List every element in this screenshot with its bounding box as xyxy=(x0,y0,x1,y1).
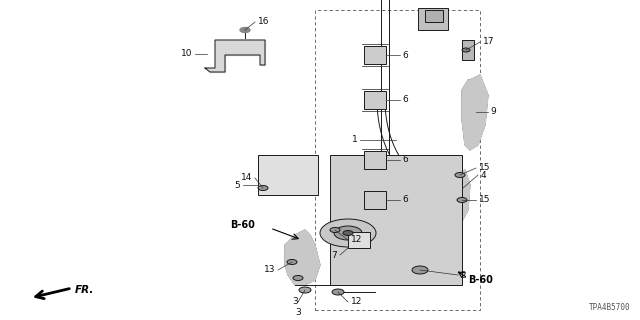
Bar xyxy=(364,191,386,209)
Circle shape xyxy=(293,276,303,281)
Bar xyxy=(348,232,370,248)
Circle shape xyxy=(462,48,470,52)
Text: 14: 14 xyxy=(241,173,252,182)
Circle shape xyxy=(334,226,362,240)
Text: 17: 17 xyxy=(483,37,494,46)
Bar xyxy=(364,46,386,64)
Text: B-60: B-60 xyxy=(230,220,255,230)
Circle shape xyxy=(299,287,311,293)
Polygon shape xyxy=(205,40,265,72)
Polygon shape xyxy=(285,230,320,285)
Bar xyxy=(425,10,443,22)
Text: TPA4B5700: TPA4B5700 xyxy=(589,303,630,312)
Text: 13: 13 xyxy=(264,266,275,275)
Bar xyxy=(315,10,480,310)
Text: 1: 1 xyxy=(352,135,357,145)
Bar xyxy=(364,91,386,109)
Text: 6: 6 xyxy=(403,51,408,60)
Circle shape xyxy=(330,228,340,233)
Text: FR.: FR. xyxy=(75,285,94,295)
Text: 15: 15 xyxy=(479,196,490,204)
Text: 3: 3 xyxy=(292,298,298,307)
Text: 16: 16 xyxy=(257,18,269,27)
Text: 5: 5 xyxy=(235,180,241,189)
Text: 6: 6 xyxy=(403,95,408,105)
Text: 4: 4 xyxy=(481,171,486,180)
Text: 15: 15 xyxy=(479,164,490,172)
Circle shape xyxy=(240,28,250,33)
Text: 6: 6 xyxy=(403,196,408,204)
Polygon shape xyxy=(448,170,470,225)
Text: 12: 12 xyxy=(351,298,362,307)
Text: 7: 7 xyxy=(332,251,337,260)
Circle shape xyxy=(258,186,268,190)
Text: 2: 2 xyxy=(461,270,466,279)
Text: 10: 10 xyxy=(181,50,193,59)
Polygon shape xyxy=(462,75,488,150)
Circle shape xyxy=(412,266,428,274)
Circle shape xyxy=(332,289,344,295)
Circle shape xyxy=(320,219,376,247)
Circle shape xyxy=(287,260,297,265)
Bar xyxy=(462,40,474,60)
Bar xyxy=(330,155,462,285)
Bar xyxy=(364,151,386,169)
Circle shape xyxy=(455,172,465,178)
Bar xyxy=(258,155,318,195)
Bar xyxy=(418,8,448,30)
Circle shape xyxy=(457,197,467,203)
Text: 3: 3 xyxy=(295,308,301,317)
Text: B-60: B-60 xyxy=(468,275,493,285)
Text: 12: 12 xyxy=(351,236,362,244)
Text: 6: 6 xyxy=(403,156,408,164)
Text: 9: 9 xyxy=(490,108,496,116)
Circle shape xyxy=(343,230,353,236)
